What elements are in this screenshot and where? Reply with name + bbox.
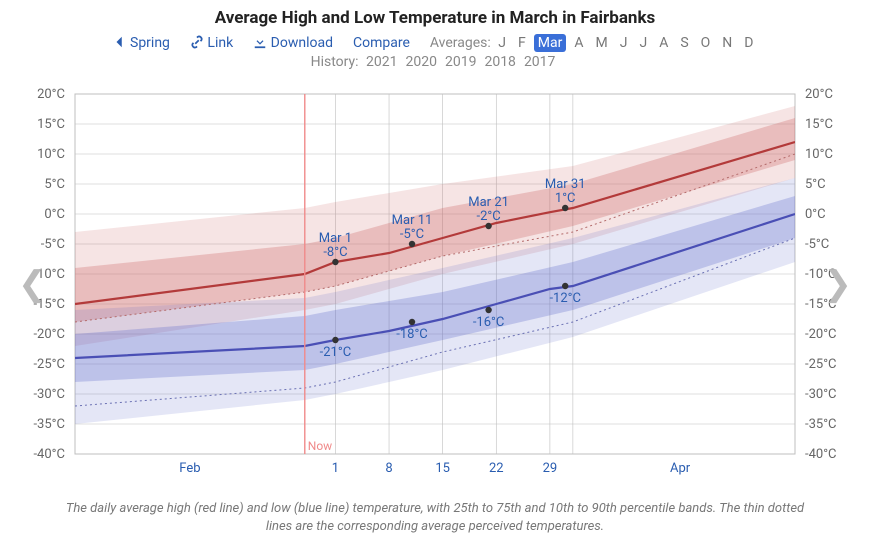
svg-text:-2°C: -2°C bbox=[477, 209, 501, 224]
link-icon bbox=[190, 35, 204, 49]
compare-link[interactable]: Compare bbox=[353, 35, 410, 51]
year-2020[interactable]: 2020 bbox=[405, 54, 436, 70]
svg-text:Mar 1: Mar 1 bbox=[319, 231, 352, 246]
svg-text:1: 1 bbox=[332, 461, 339, 476]
month-m[interactable]: M bbox=[592, 34, 612, 52]
svg-text:15°C: 15°C bbox=[805, 117, 833, 132]
year-2021[interactable]: 2021 bbox=[366, 54, 397, 70]
svg-text:10°C: 10°C bbox=[37, 147, 65, 162]
next-arrow[interactable]: ❯ bbox=[824, 264, 853, 304]
months-list: JFMarAMJJASOND bbox=[494, 34, 757, 52]
svg-text:Mar 21: Mar 21 bbox=[468, 195, 509, 210]
svg-text:-5°C: -5°C bbox=[400, 227, 424, 242]
history-label: History: bbox=[311, 54, 359, 70]
svg-text:-21°C: -21°C bbox=[320, 345, 352, 360]
month-f[interactable]: F bbox=[514, 34, 530, 52]
back-label: Spring bbox=[130, 35, 170, 51]
svg-text:-30°C: -30°C bbox=[33, 387, 65, 402]
svg-text:-16°C: -16°C bbox=[473, 315, 505, 330]
svg-text:29: 29 bbox=[543, 461, 558, 476]
temperature-chart: -40°C -40°C -35°C -35°C -30°C -30°C -25°C -25°C… bbox=[0, 74, 870, 494]
averages-label: Averages: bbox=[430, 35, 491, 51]
svg-text:-40°C: -40°C bbox=[33, 447, 65, 462]
chart-container: ❮ ❯ -40°C-40°C-35°C-35°C-30°C-30°C-25°C-… bbox=[0, 74, 870, 494]
month-j[interactable]: J bbox=[635, 34, 651, 52]
svg-text:Mar 11: Mar 11 bbox=[392, 213, 433, 228]
svg-text:-30°C: -30°C bbox=[805, 387, 837, 402]
permalink-label: Link bbox=[207, 35, 233, 51]
download-icon bbox=[253, 35, 267, 49]
years-list: 2021 2020 2019 2018 2017 bbox=[362, 54, 559, 70]
back-link[interactable]: Spring bbox=[113, 35, 170, 51]
svg-text:-5°C: -5°C bbox=[41, 237, 65, 252]
svg-text:-25°C: -25°C bbox=[33, 357, 65, 372]
arrow-left-icon bbox=[113, 35, 127, 49]
svg-text:10°C: 10°C bbox=[805, 147, 833, 162]
svg-text:-35°C: -35°C bbox=[805, 417, 837, 432]
svg-text:-12°C: -12°C bbox=[549, 291, 581, 306]
month-j[interactable]: J bbox=[616, 34, 632, 52]
year-2019[interactable]: 2019 bbox=[445, 54, 476, 70]
svg-text:0°C: 0°C bbox=[44, 207, 65, 222]
svg-text:Mar 31: Mar 31 bbox=[545, 177, 586, 192]
svg-text:-40°C: -40°C bbox=[805, 447, 837, 462]
svg-text:20°C: 20°C bbox=[805, 87, 833, 102]
svg-text:Feb: Feb bbox=[179, 461, 200, 476]
toolbar: Spring Link Download Compare Averages: J… bbox=[0, 28, 870, 54]
svg-text:-18°C: -18°C bbox=[396, 327, 428, 342]
year-2018[interactable]: 2018 bbox=[484, 54, 515, 70]
svg-text:5°C: 5°C bbox=[805, 177, 826, 192]
download-link[interactable]: Download bbox=[253, 35, 333, 51]
prev-arrow[interactable]: ❮ bbox=[18, 264, 47, 304]
svg-text:Apr: Apr bbox=[670, 461, 691, 476]
month-o[interactable]: O bbox=[697, 34, 715, 52]
svg-text:-20°C: -20°C bbox=[805, 327, 837, 342]
month-mar: Mar bbox=[534, 34, 567, 52]
month-a[interactable]: A bbox=[570, 34, 587, 52]
caption: The daily average high (red line) and lo… bbox=[0, 494, 870, 535]
svg-text:-35°C: -35°C bbox=[33, 417, 65, 432]
month-n[interactable]: N bbox=[718, 34, 736, 52]
month-a[interactable]: A bbox=[655, 34, 672, 52]
svg-text:1°C: 1°C bbox=[555, 191, 576, 206]
svg-text:-25°C: -25°C bbox=[805, 357, 837, 372]
svg-text:-5°C: -5°C bbox=[805, 237, 829, 252]
page-title: Average High and Low Temperature in Marc… bbox=[0, 0, 870, 28]
svg-text:8: 8 bbox=[385, 461, 392, 476]
history-row: History: 2021 2020 2019 2018 2017 bbox=[0, 54, 870, 74]
svg-text:22: 22 bbox=[489, 461, 504, 476]
permalink-link[interactable]: Link bbox=[190, 35, 233, 51]
svg-text:-20°C: -20°C bbox=[33, 327, 65, 342]
svg-text:5°C: 5°C bbox=[44, 177, 65, 192]
month-s[interactable]: S bbox=[676, 34, 692, 52]
month-d[interactable]: D bbox=[740, 34, 757, 52]
month-j[interactable]: J bbox=[494, 34, 510, 52]
download-label: Download bbox=[271, 35, 333, 51]
svg-text:-8°C: -8°C bbox=[323, 245, 347, 260]
averages-nav: Averages: JFMarAMJJASOND bbox=[430, 34, 758, 52]
svg-text:20°C: 20°C bbox=[37, 87, 65, 102]
svg-text:15: 15 bbox=[435, 461, 450, 476]
svg-text:0°C: 0°C bbox=[805, 207, 826, 222]
svg-text:Now: Now bbox=[308, 439, 332, 453]
year-2017[interactable]: 2017 bbox=[524, 54, 555, 70]
svg-text:15°C: 15°C bbox=[37, 117, 65, 132]
